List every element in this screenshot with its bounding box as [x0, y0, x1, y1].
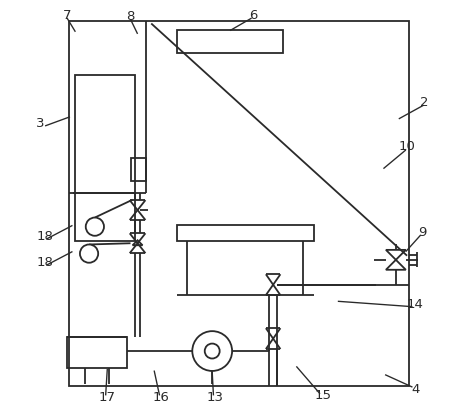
Bar	[75, 75, 135, 241]
Text: 3: 3	[36, 116, 44, 129]
Text: 15: 15	[314, 389, 331, 402]
Text: 14: 14	[407, 298, 424, 311]
Circle shape	[86, 218, 104, 236]
Text: 2: 2	[420, 96, 429, 109]
Text: 7: 7	[63, 9, 71, 22]
Text: 18: 18	[37, 230, 54, 243]
Bar	[177, 225, 314, 241]
Text: 18: 18	[37, 256, 54, 269]
Bar	[69, 22, 409, 386]
Bar	[67, 337, 127, 368]
Text: 10: 10	[399, 140, 415, 153]
Text: 4: 4	[411, 383, 420, 396]
Text: 6: 6	[250, 9, 258, 22]
Bar	[131, 158, 146, 181]
Circle shape	[192, 331, 232, 371]
Circle shape	[205, 344, 219, 359]
Text: 16: 16	[153, 391, 170, 404]
Circle shape	[80, 245, 98, 263]
Text: 17: 17	[99, 391, 116, 404]
Text: 8: 8	[126, 10, 135, 23]
Text: 9: 9	[418, 225, 427, 238]
Bar	[177, 30, 282, 52]
Text: 13: 13	[207, 391, 224, 404]
